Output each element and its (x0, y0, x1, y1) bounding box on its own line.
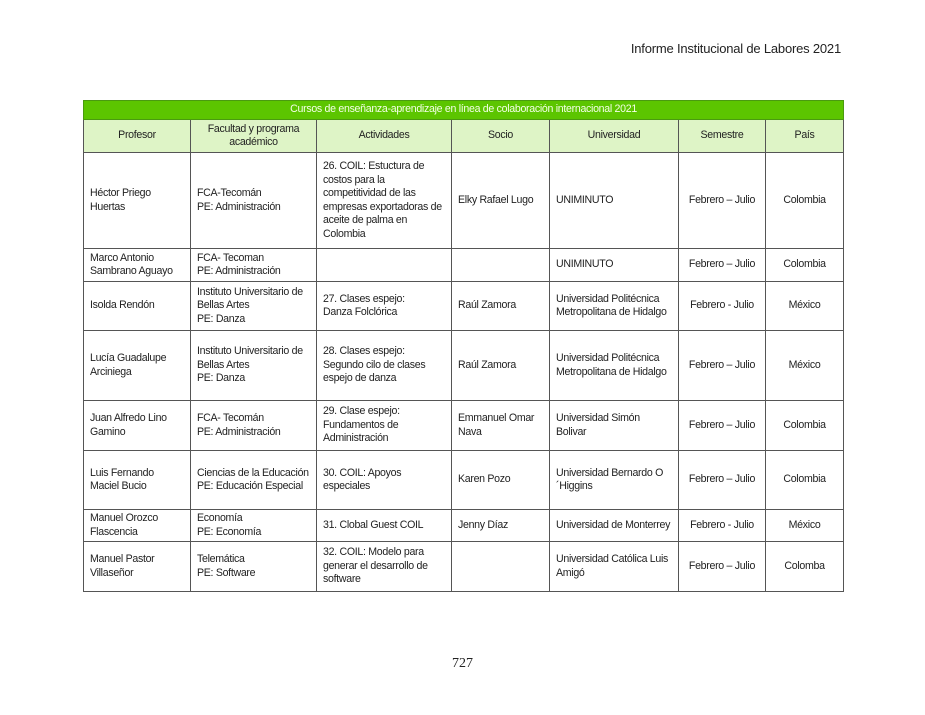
table-row: Manuel Orozco Flascencia Economía PE: Eco… (83, 509, 845, 542)
cell-universidad: UNIMINUTO (549, 152, 679, 249)
cell-semestre: Febrero – Julio (678, 400, 766, 451)
cell-facultad: FCA- Tecoman PE: Administración (190, 248, 317, 282)
cell-facultad: Telemática PE: Software (190, 541, 317, 592)
cell-actividades: 26. COIL: Estuctura de costos para la co… (316, 152, 452, 249)
column-header-universidad: Universidad (549, 119, 679, 153)
cell-actividades: 32. COIL: Modelo para generar el desarro… (316, 541, 452, 592)
cell-semestre: Febrero – Julio (678, 248, 766, 282)
cell-actividades: 30. COIL: Apoyos especiales (316, 450, 452, 510)
cell-semestre: Febrero – Julio (678, 450, 766, 510)
cell-facultad: Economía PE: Economía (190, 509, 317, 542)
table-row: Marco Antonio Sambrano Aguayo FCA- Tecoma… (83, 248, 845, 282)
column-header-pais: País (764, 119, 845, 153)
cell-facultad: Instituto Universitario de Bellas Artes … (190, 330, 317, 401)
column-header-facultad: Facultad y programa académico (190, 119, 317, 153)
column-header-semestre: Semestre (678, 119, 766, 153)
cell-semestre: Febrero – Julio (678, 152, 766, 249)
cell-profesor: Manuel Pastor Villaseñor (83, 541, 191, 592)
cell-profesor: Marco Antonio Sambrano Aguayo (83, 248, 191, 282)
column-header-profesor: Profesor (83, 119, 191, 153)
cell-pais: México (764, 509, 845, 542)
table-header-row: Profesor Facultad y programa académico Act… (83, 119, 845, 153)
cell-profesor: Héctor Priego Huertas (83, 152, 191, 249)
cell-socio: Raúl Zamora (451, 330, 550, 401)
table-row: Juan Alfredo Lino Gamino FCA- Tecomán PE:… (83, 400, 845, 451)
running-header: Informe Institucional de Labores 2021 (630, 41, 841, 56)
cell-actividades: 27. Clases espejo: Danza Folclórica (316, 281, 452, 331)
cell-pais: Colombia (764, 400, 845, 451)
table-row: Isolda Rendón Instituto Universitario de … (83, 281, 845, 331)
table-title-row: Cursos de enseñanza-aprendizaje en línea… (82, 100, 845, 120)
cell-semestre: Febrero - Julio (678, 509, 766, 542)
cell-actividades (316, 248, 452, 282)
cell-socio: Raúl Zamora (451, 281, 550, 331)
cell-semestre: Febrero – Julio (678, 541, 766, 592)
cell-pais: México (764, 330, 845, 401)
table-row: Lucía Guadalupe Arciniega Instituto Unive… (83, 330, 845, 401)
table-row: Héctor Priego Huertas FCA-Tecomán PE: Adm… (83, 152, 845, 249)
cell-profesor: Lucía Guadalupe Arciniega (83, 330, 191, 401)
cell-socio (451, 541, 550, 592)
cell-profesor: Manuel Orozco Flascencia (83, 509, 191, 542)
cell-socio: Emmanuel Omar Nava (451, 400, 550, 451)
cell-profesor: Isolda Rendón (83, 281, 191, 331)
table-row: Luis Fernando Maciel Bucio Ciencias de la… (83, 450, 845, 510)
column-header-actividades: Actividades (316, 119, 452, 153)
cell-profesor: Luis Fernando Maciel Bucio (83, 450, 191, 510)
cell-actividades: 28. Clases espejo: Segundo cilo de clase… (316, 330, 452, 401)
cell-facultad: Ciencias de la Educación PE: Educación E… (190, 450, 317, 510)
cell-socio: Karen Pozo (451, 450, 550, 510)
page-number: 727 (452, 656, 473, 671)
cell-socio: Elky Rafael Lugo (451, 152, 550, 249)
courses-table: Cursos de enseñanza-aprendizaje en línea… (82, 100, 845, 592)
cell-universidad: Universidad Politécnica Metropolitana de… (549, 281, 679, 331)
cell-semestre: Febrero - Julio (678, 281, 766, 331)
cell-semestre: Febrero – Julio (678, 330, 766, 401)
cell-profesor: Juan Alfredo Lino Gamino (83, 400, 191, 451)
table-title: Cursos de enseñanza-aprendizaje en línea… (82, 100, 845, 120)
cell-facultad: FCA- Tecomán PE: Administración (190, 400, 317, 451)
cell-actividades: 29. Clase espejo: Fundamentos de Adminis… (316, 400, 452, 451)
cell-pais: México (764, 281, 845, 331)
cell-universidad: Universidad de Monterrey (549, 509, 679, 542)
cell-universidad: UNIMINUTO (549, 248, 679, 282)
cell-socio (451, 248, 550, 282)
cell-pais: Colomba (764, 541, 845, 592)
cell-universidad: Universidad Católica Luis Amigó (549, 541, 679, 592)
cell-facultad: FCA-Tecomán PE: Administración (190, 152, 317, 249)
table-row: Manuel Pastor Villaseñor Telemática PE: S… (83, 541, 845, 592)
cell-socio: Jenny Díaz (451, 509, 550, 542)
cell-pais: Colombia (764, 248, 845, 282)
column-header-socio: Socio (451, 119, 550, 153)
cell-pais: Colombia (764, 450, 845, 510)
cell-universidad: Universidad Bernardo O´Higgins (549, 450, 679, 510)
cell-universidad: Universidad Simón Bolivar (549, 400, 679, 451)
cell-actividades: 31. Clobal Guest COIL (316, 509, 452, 542)
cell-universidad: Universidad Politécnica Metropolitana de… (549, 330, 679, 401)
cell-facultad: Instituto Universitario de Bellas Artes … (190, 281, 317, 331)
cell-pais: Colombia (764, 152, 845, 249)
table-body: Héctor Priego Huertas FCA-Tecomán PE: Adm… (83, 152, 845, 592)
